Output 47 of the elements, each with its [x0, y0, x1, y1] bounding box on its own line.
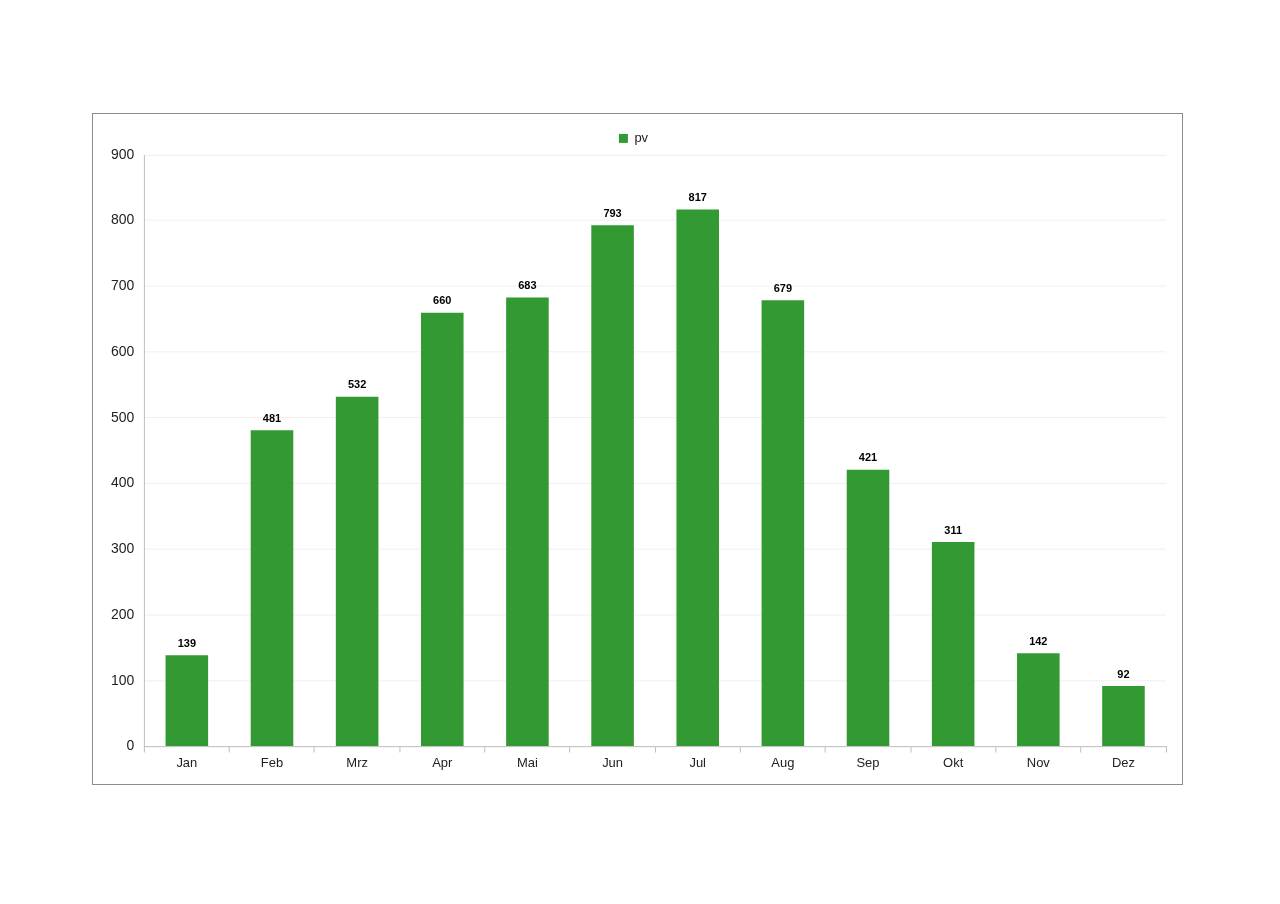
bar [1017, 653, 1060, 747]
x-tick-label: Dez [1111, 754, 1135, 770]
data-label: 679 [773, 281, 793, 294]
bar [165, 655, 209, 747]
x-tick-label: Nov [1026, 754, 1051, 770]
x-tick-label: Apr [432, 754, 454, 770]
data-label: 532 [347, 378, 367, 391]
x-tick-label: Sep [856, 754, 880, 770]
data-label: 139 [177, 636, 196, 649]
x-tick-label: Jun [602, 754, 624, 770]
data-label: 817 [688, 191, 707, 203]
data-label: 660 [433, 294, 452, 307]
data-label: 92 [1117, 667, 1130, 680]
y-tick-label: 400 [110, 474, 135, 491]
y-tick-label: 800 [110, 211, 135, 228]
data-label: 311 [944, 523, 963, 536]
data-label: 421 [858, 451, 878, 464]
legend-label: pv [634, 130, 649, 145]
y-tick-label: 200 [110, 605, 135, 622]
bar [591, 225, 634, 747]
x-tick-label: Jul [689, 754, 707, 770]
bar [506, 297, 549, 747]
bar [335, 396, 379, 747]
bar [250, 430, 294, 747]
bar [761, 300, 805, 747]
y-tick-label: 300 [110, 540, 135, 557]
x-tick-label: Mai [516, 754, 538, 770]
bar [1102, 686, 1145, 747]
x-tick-label: Aug [771, 754, 795, 770]
x-tick-label: Okt [943, 754, 964, 770]
y-tick-label: 900 [110, 145, 135, 162]
y-tick-label: 600 [110, 342, 135, 359]
y-tick-label: 0 [126, 737, 135, 754]
bar [846, 469, 890, 747]
x-tick-label: Mrz [346, 754, 368, 770]
bar [931, 542, 975, 747]
bar [676, 209, 720, 747]
data-label: 793 [603, 206, 622, 219]
x-tick-label: Jan [176, 754, 198, 770]
x-tick-label: Feb [260, 754, 284, 770]
y-tick-label: 500 [110, 408, 135, 425]
y-tick-label: 100 [110, 671, 135, 688]
data-label: 481 [262, 411, 282, 424]
data-label: 683 [518, 279, 537, 292]
bar [420, 312, 464, 747]
data-label: 142 [1029, 634, 1048, 647]
y-tick-label: 700 [110, 277, 135, 294]
